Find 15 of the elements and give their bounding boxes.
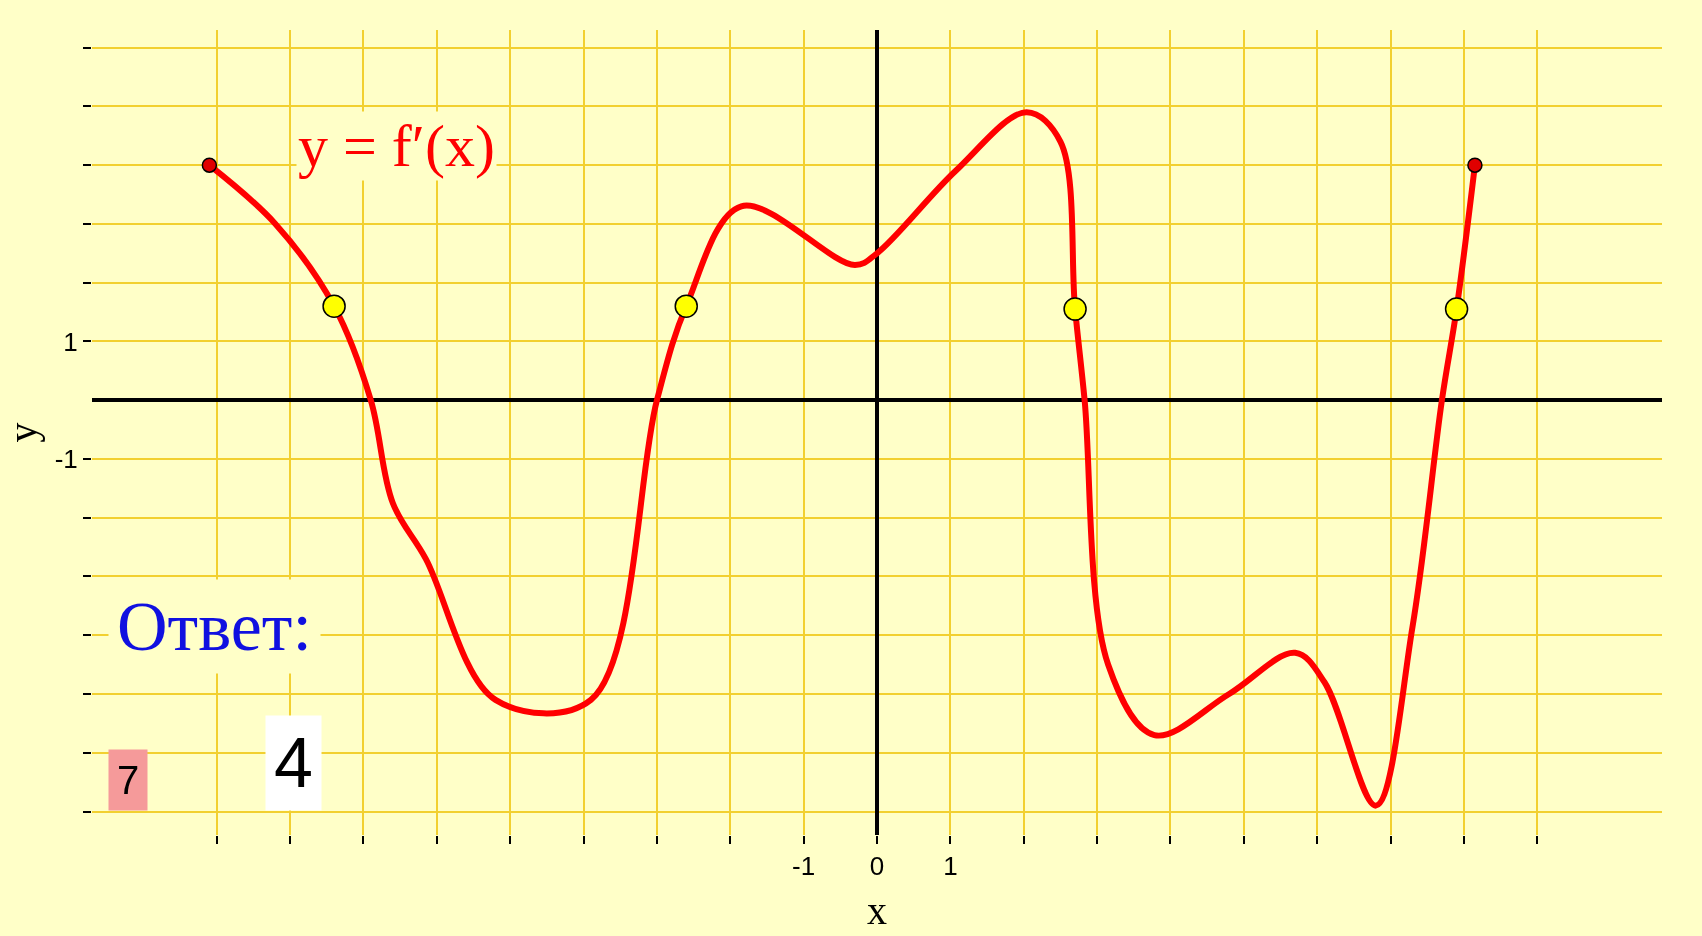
point [1467, 157, 1483, 173]
point [674, 294, 698, 318]
point [1444, 297, 1469, 321]
x-tick-label: 1 [943, 851, 958, 882]
point [322, 294, 346, 318]
point [1063, 297, 1087, 321]
annotation: 7 [117, 758, 140, 802]
annotation: Ответ: [117, 588, 312, 665]
x-tick-label: -1 [792, 851, 816, 882]
series-label: y = f′(x) [298, 113, 495, 179]
y-axis-title: y [0, 422, 45, 443]
x-axis-title: x [867, 887, 887, 933]
annotation: 4 [274, 724, 313, 802]
x-tick-label: 0 [869, 851, 885, 882]
point [201, 157, 218, 173]
